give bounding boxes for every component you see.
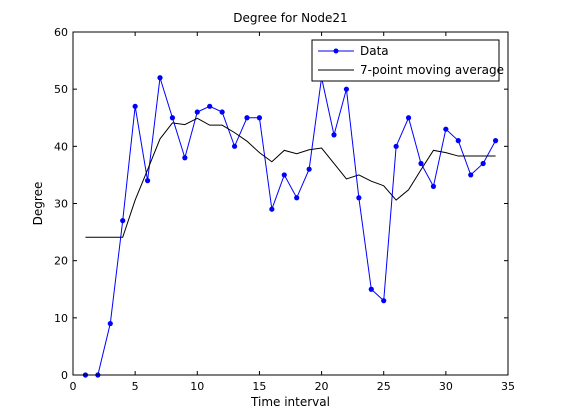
data-point: [443, 126, 449, 132]
data-point: [306, 166, 312, 172]
legend-label-moving-average: 7-point moving average: [360, 63, 504, 77]
data-point: [418, 160, 424, 167]
data-point: [107, 320, 113, 327]
data-point: [281, 172, 287, 178]
data-point: [480, 160, 486, 167]
data-point: [194, 109, 200, 115]
data-point: [207, 103, 213, 109]
legend-marker-data: [333, 48, 339, 54]
x-tick-label: 30: [439, 380, 453, 393]
data-point: [182, 155, 188, 161]
legend-box: [311, 39, 500, 82]
data-point: [132, 103, 138, 109]
y-tick-label: 60: [54, 26, 68, 39]
data-point: [381, 298, 387, 304]
y-axis-title: Degree: [31, 182, 45, 226]
data-point: [356, 195, 362, 201]
y-tick-label: 20: [54, 255, 68, 268]
data-point: [269, 206, 275, 212]
x-tick-label: 25: [377, 380, 391, 393]
data-point: [120, 218, 126, 224]
x-tick-label: 15: [252, 380, 266, 393]
x-tick-label: 20: [315, 380, 329, 393]
data-point: [455, 138, 461, 144]
data-point: [231, 143, 238, 149]
series-line-0: [85, 77, 497, 376]
series-line-1: [85, 117, 496, 238]
data-point: [294, 195, 300, 201]
x-tick-label: 0: [70, 380, 77, 393]
y-tick-label: 30: [54, 198, 68, 211]
x-tick-label: 5: [132, 380, 139, 393]
data-point: [492, 138, 499, 144]
legend: Data 7-point moving average: [311, 39, 504, 82]
data-point: [256, 115, 263, 121]
x-tick-label: 35: [501, 380, 515, 393]
data-point: [244, 115, 250, 121]
data-point: [157, 75, 163, 81]
data-point: [368, 286, 374, 292]
data-point: [343, 86, 350, 92]
y-tick-label: 10: [54, 312, 68, 325]
legend-label-data: Data: [360, 44, 389, 58]
data-point: [169, 115, 176, 121]
data-point: [331, 132, 337, 138]
x-tick-label: 10: [190, 380, 204, 393]
data-point: [430, 183, 437, 189]
data-point: [405, 115, 412, 121]
x-axis-title: Time interval: [250, 395, 330, 409]
chart-title: Degree for Node21: [233, 11, 347, 25]
y-tick-label: 40: [54, 140, 68, 153]
y-tick-label: 0: [61, 369, 68, 382]
data-point: [219, 109, 225, 115]
data-point: [468, 172, 474, 178]
y-tick-label: 50: [54, 83, 68, 96]
data-point: [144, 178, 151, 184]
axes-box: [72, 31, 509, 376]
data-point: [393, 143, 399, 149]
